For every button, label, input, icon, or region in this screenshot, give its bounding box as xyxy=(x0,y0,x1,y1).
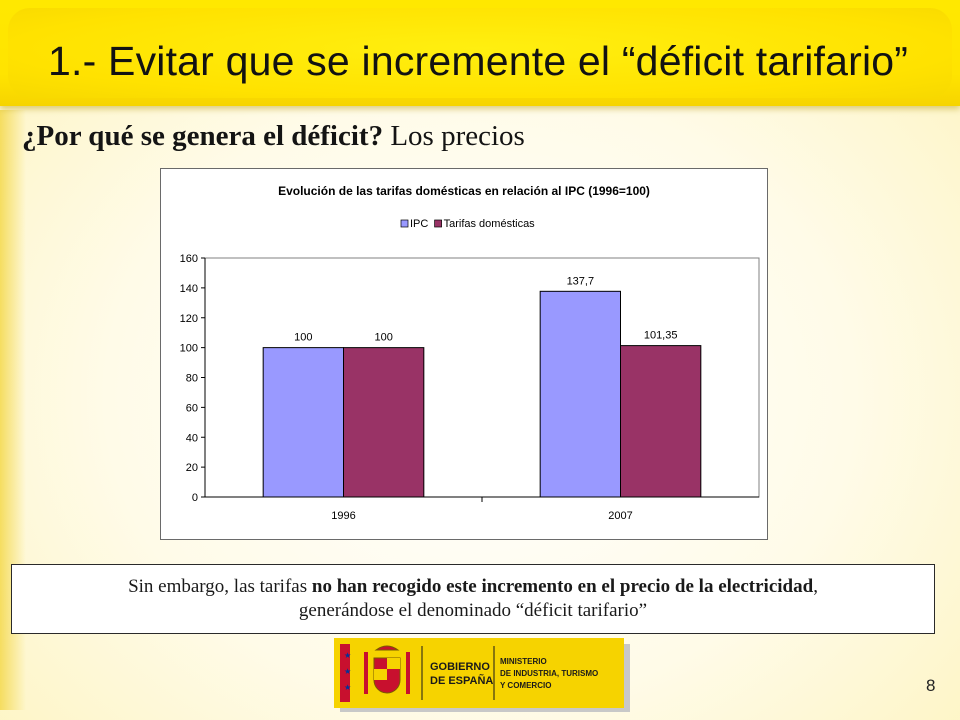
subtitle: ¿Por qué se genera el déficit? Los preci… xyxy=(22,120,525,153)
chart-title: Evolución de las tarifas domésticas en r… xyxy=(278,184,650,198)
x-tick-label: 2007 xyxy=(608,510,632,522)
logo-line-2: DE ESPAÑA xyxy=(430,674,493,687)
flag-red-stripe xyxy=(340,644,350,702)
chart-plot-area: 0 20 40 60 80 100 120 140 160 100 100 1996 137,7 101,… xyxy=(180,253,760,522)
y-tick-label: 40 xyxy=(186,432,198,444)
note-text-2: , xyxy=(813,576,818,597)
y-tick-label: 120 xyxy=(180,313,198,325)
y-tick-label: 20 xyxy=(186,462,198,474)
page-title: 1.- Evitar que se incremente el “déficit… xyxy=(48,38,909,84)
note-emphasis: no han recogido este incremento en el pr… xyxy=(311,576,814,597)
logo-graphic: ★ ★ ★ GOBIERNO DE ESPAÑA MINISTERIO DE I… xyxy=(334,638,624,708)
eu-star-icon: ★ xyxy=(344,683,351,692)
y-tick-label: 60 xyxy=(186,402,198,414)
x-tick-label: 1996 xyxy=(331,510,355,522)
note-text-1: Sin embargo, las tarifas xyxy=(128,576,312,597)
title-banner-inner xyxy=(8,8,952,98)
chart-canvas: Evolución de las tarifas domésticas en r… xyxy=(180,184,760,522)
ministry-line-1: MINISTERIO xyxy=(500,657,547,666)
coat-of-arms-icon xyxy=(364,645,410,694)
legend-label: Tarifas domésticas xyxy=(444,218,536,230)
y-tick-label: 0 xyxy=(192,492,198,504)
note-line-1: Sin embargo, las tarifas no han recogido… xyxy=(12,575,934,599)
bar xyxy=(343,347,425,498)
gobierno-espana-logo: ★ ★ ★ GOBIERNO DE ESPAÑA MINISTERIO DE I… xyxy=(334,638,624,708)
bar-chart: Evolución de las tarifas domésticas en r… xyxy=(160,168,768,540)
legend-label: IPC xyxy=(410,218,428,230)
bar-value-label: 100 xyxy=(374,332,392,344)
bar-value-label: 101,35 xyxy=(644,330,678,342)
ministry-line-2: DE INDUSTRIA, TURISMO xyxy=(500,669,598,678)
page-number: 8 xyxy=(926,676,936,695)
bar xyxy=(620,345,702,498)
legend-swatch xyxy=(434,219,442,228)
subtitle-topic: Los precios xyxy=(390,120,525,152)
logo-line-1: GOBIERNO xyxy=(430,661,490,673)
chart-legend: IPC Tarifas domésticas xyxy=(400,218,536,230)
flag-yellow-stripe xyxy=(350,644,358,702)
y-tick-label: 160 xyxy=(180,253,198,265)
subtitle-question: ¿Por qué se genera el déficit? xyxy=(22,120,384,152)
bar xyxy=(262,347,344,498)
bar xyxy=(539,290,622,498)
note-line-2: generándose el denominado “déficit tarif… xyxy=(298,600,648,621)
note-box: Sin embargo, las tarifas no han recogido… xyxy=(11,564,935,634)
eu-star-icon: ★ xyxy=(344,651,351,660)
legend-swatch xyxy=(400,219,409,228)
title-banner xyxy=(0,0,960,106)
y-tick-label: 140 xyxy=(180,283,198,295)
ministry-line-3: Y COMERCIO xyxy=(500,681,551,690)
bar-value-label: 100 xyxy=(294,332,312,344)
eu-star-icon: ★ xyxy=(344,667,351,676)
y-tick-label: 80 xyxy=(186,373,198,385)
bar-value-label: 137,7 xyxy=(567,275,595,287)
y-tick-label: 100 xyxy=(180,343,198,355)
